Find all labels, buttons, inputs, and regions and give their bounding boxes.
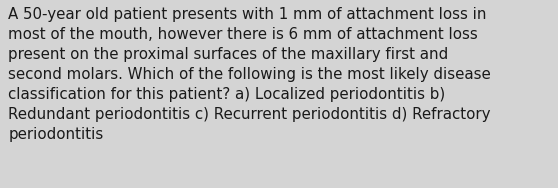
Text: A 50-year old patient presents with 1 mm of attachment loss in
most of the mouth: A 50-year old patient presents with 1 mm… bbox=[8, 7, 491, 142]
